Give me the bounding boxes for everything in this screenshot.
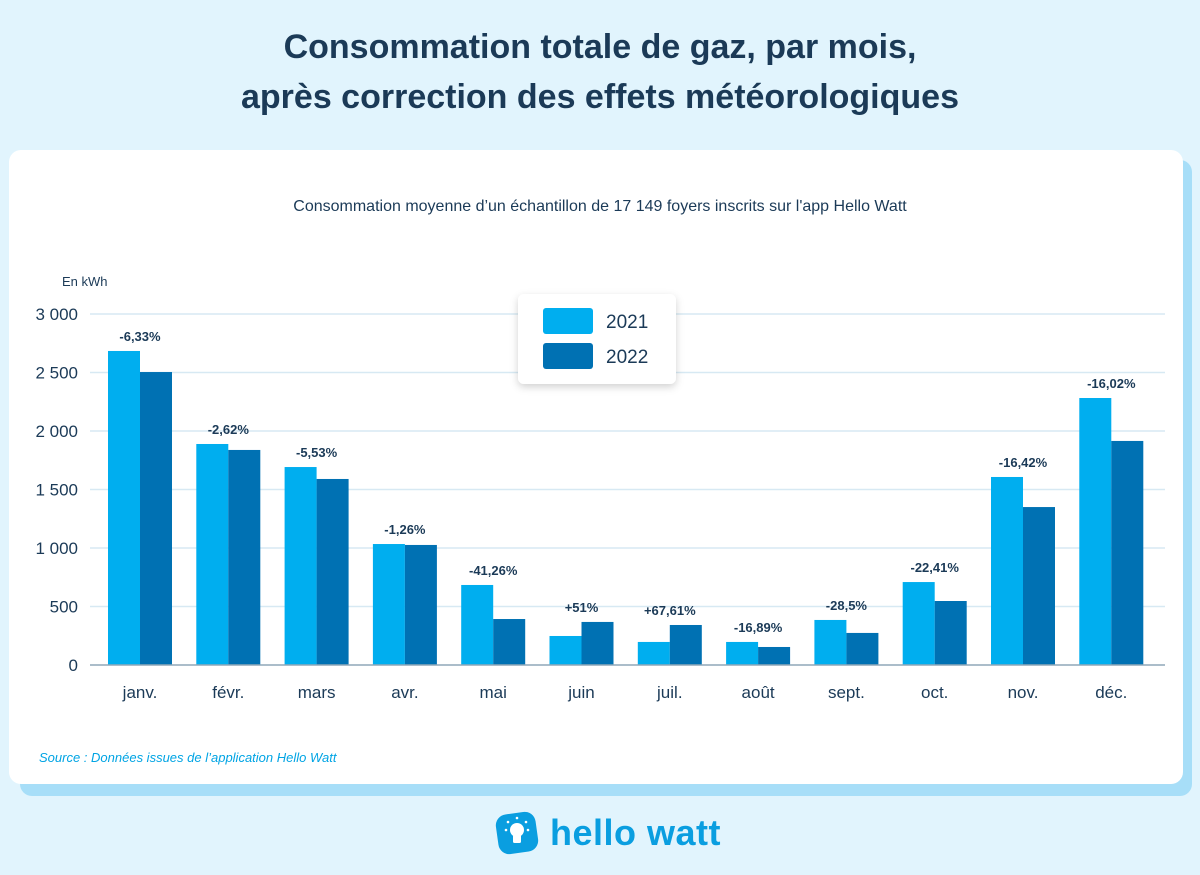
y-tick-label: 500 [50,598,78,617]
x-tick-label: févr. [212,683,244,702]
x-tick-label: juin [567,683,594,702]
y-tick-label: 1 000 [35,539,78,558]
x-tick-label: avr. [391,683,418,702]
bar-2022-avr. [404,544,437,665]
bar-2022-sept. [846,632,879,665]
x-tick-label: nov. [1008,683,1039,702]
x-tick-label: oct. [921,683,948,702]
bar-2022-nov. [1023,507,1055,665]
x-tick-label: mai [479,683,506,702]
change-label: -1,26% [384,522,426,537]
bar-2022-févr. [228,449,261,665]
change-label: +51% [565,600,599,615]
title-line-1: Consommation totale de gaz, par mois, [283,28,917,66]
change-label: -41,26% [469,563,518,578]
x-tick-label: déc. [1095,683,1127,702]
change-label: +67,61% [644,603,696,618]
bar-2022-janv. [140,372,172,665]
chart-subtitle: Consommation moyenne d’un échantillon de… [293,198,907,215]
bar-2022-mai [493,619,526,665]
x-tick-label: juil. [656,683,683,702]
source-note: Source : Données issues de l’application… [39,750,337,765]
bar-2021-mars [284,467,317,665]
bar-2022-déc. [1111,440,1144,665]
change-label: -28,5% [826,598,868,613]
bar-2021-oct. [902,582,935,665]
hello-watt-logo: hello watt [494,810,721,856]
y-tick-label: 1 500 [35,481,78,500]
bar-2021-déc. [1079,398,1112,665]
bar-2022-juil. [669,624,702,665]
bar-2022-mars [316,478,349,665]
bar-2021-juin [549,635,582,665]
lightbulb-icon [495,811,539,855]
change-label: -16,89% [734,620,783,635]
bar-2021-févr. [196,443,229,665]
y-tick-label: 0 [69,656,78,675]
legend-label-2022: 2022 [606,347,648,368]
bar-2021-août [726,641,759,665]
legend-swatch-2021 [543,308,593,334]
change-label: -6,33% [119,329,161,344]
bar-2021-avr. [372,544,405,665]
page-title: Consommation totale de gaz, par mois, ap… [0,22,1200,122]
x-tick-label: août [742,683,775,702]
bar-2022-oct. [934,601,967,665]
bar-2021-janv. [108,350,140,665]
legend-label-2021: 2021 [606,312,648,333]
y-tick-label: 3 000 [35,305,78,324]
bar-2021-mai [461,584,494,665]
change-label: -5,53% [296,445,338,460]
bar-2021-sept. [814,619,847,665]
bar-2021-juil. [637,641,670,665]
bar-2022-juin [581,621,614,665]
x-tick-label: sept. [828,683,865,702]
x-tick-label: mars [298,683,336,702]
change-label: -16,42% [999,455,1048,470]
y-tick-label: 2 000 [35,422,78,441]
y-axis-label: En kWh [62,274,108,289]
bar-2022-août [758,646,791,665]
change-label: -2,62% [208,422,250,437]
y-tick-label: 2 500 [35,364,78,383]
change-label: -22,41% [910,560,959,575]
title-line-2: après correction des effets météorologiq… [241,78,959,116]
legend-box [518,294,676,384]
legend-swatch-2022 [543,343,593,369]
bar-2021-nov. [991,476,1023,665]
change-label: -16,02% [1087,376,1136,391]
logo-text: hello watt [550,812,722,853]
x-tick-label: janv. [122,683,158,702]
